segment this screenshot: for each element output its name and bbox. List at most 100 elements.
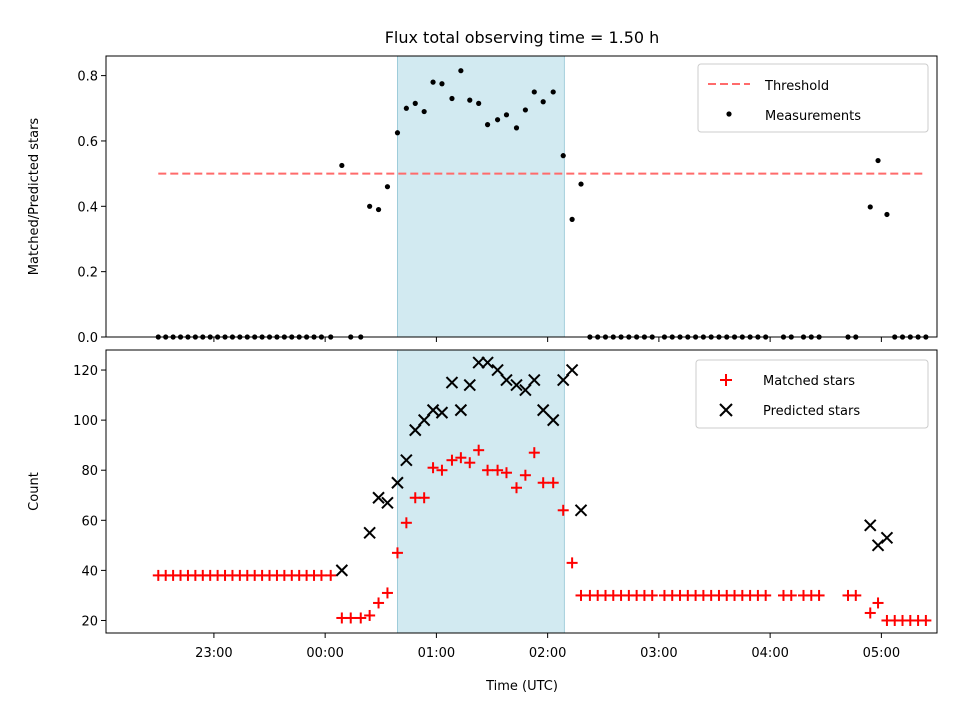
x-tick-label: 02:00 [529,646,566,661]
y-tick-label: 80 [81,464,98,479]
matched-stars-point [315,569,327,581]
x-tick-label: 04:00 [751,646,788,661]
ratio-legend: Threshold Measurements [697,63,929,133]
matched-stars-point [436,464,448,476]
y-tick-label: 0.8 [77,70,98,85]
measurement-point [867,204,873,210]
measurement-point [513,125,520,131]
predicted-stars-point [510,378,523,392]
count-panel: 20 40 60 80 100 120 23:00 00:00 01:00 02:00 03:00… [27,349,938,694]
predicted-stars-point [445,376,459,389]
measurement-point [375,206,382,213]
matched-stars-point [850,589,862,601]
predicted-stars-point [481,356,494,369]
matched-stars-point [646,589,658,601]
measurement-point [494,117,501,123]
matched-stars-point [492,464,504,476]
observing-window-shade-top [397,55,565,338]
matched-stars-point [760,589,772,601]
ratio-legend-box [697,63,929,133]
y-tick-label: 0.6 [77,135,98,150]
y-tick-label: 60 [81,514,98,529]
predicted-stars-point [417,413,431,427]
measurements-legend-label: Measurements [765,109,861,124]
measurement-point [384,184,391,190]
matched-stars-legend-swatch [720,374,732,386]
x-tick-label: 03:00 [640,646,677,661]
matched-stars-point [528,447,540,459]
matched-stars-point [464,457,476,469]
count-legend-box [695,359,929,429]
measurement-point [503,112,510,118]
measurements-legend-swatch [726,111,732,117]
predicted-stars-point [381,496,394,509]
threshold-legend-label: Threshold [764,79,829,94]
measurement-point [484,122,491,128]
predicted-stars-point [409,423,422,437]
ratio-x-ticks [213,337,882,342]
matched-stars-point [381,587,393,599]
predicted-stars-legend-swatch [719,403,733,417]
predicted-stars-point [472,356,485,369]
matched-stars-point [566,557,578,569]
matched-stars-point [446,454,458,466]
observing-window-shade-bottom [397,349,565,634]
matched-stars-legend-label: Matched stars [763,374,855,389]
matched-stars-point [473,444,485,456]
predicted-stars-point [864,519,877,532]
matched-stars-point [391,547,403,559]
predicted-stars-point [335,564,349,577]
measurement-point [467,97,473,103]
predicted-stars-point [426,403,440,417]
predicted-stars-point [880,531,894,545]
matched-stars-point [500,467,512,479]
x-tick-label: 05:00 [863,646,900,661]
count-legend: Matched stars Predicted stars [695,359,929,429]
y-tick-label: 0.4 [77,200,98,215]
matched-stars-point [920,614,932,626]
ratio-y-axis-label: Matched/Predicted stars [27,118,42,276]
measurement-point [884,211,890,218]
count-plot-area [152,356,932,626]
matched-stars-point [813,589,825,601]
predicted-stars-point [557,373,570,387]
matched-stars-point [547,477,559,489]
predicted-stars-point [400,453,413,467]
predicted-stars-point [463,378,476,392]
matched-stars-point [373,597,385,609]
matched-stars-point [364,609,376,621]
x-tick-label: 23:00 [195,646,232,661]
y-tick-label: 40 [81,564,98,579]
measurement-point [394,130,401,136]
y-tick-label: 0.0 [77,331,98,346]
predicted-stars-point [528,373,541,387]
measurement-point [578,181,584,187]
measurement-point [560,153,566,159]
measurement-point [339,162,345,169]
predicted-stars-point [363,526,376,540]
measurement-point [875,157,881,164]
predicted-stars-point [454,403,468,417]
y-tick-label: 0.2 [77,266,98,281]
matched-stars-point [400,517,412,529]
ratio-axes-frame [105,55,938,338]
predicted-stars-point [491,363,504,377]
measurement-point [421,108,427,115]
measurement-point [458,68,464,74]
count-y-axis: 20 40 60 80 100 120 [73,364,106,629]
matched-stars-point [864,607,876,619]
predicted-stars-point [500,373,513,387]
predicted-stars-point [574,504,588,517]
ratio-panel: 0.00.20.40.60.8 Matched/Predicted stars … [27,55,938,346]
count-y-axis-label: Count [27,472,42,511]
predicted-stars-point [372,491,385,504]
x-tick-label: 01:00 [418,646,455,661]
count-x-axis: 23:00 00:00 01:00 02:00 03:00 04:00 05:00 [195,633,900,661]
matched-stars-point [557,504,569,516]
measurement-point [540,99,546,105]
matched-stars-point [519,469,531,481]
measurement-point [550,89,556,95]
predicted-stars-point [391,476,404,489]
y-tick-label: 20 [81,614,98,629]
